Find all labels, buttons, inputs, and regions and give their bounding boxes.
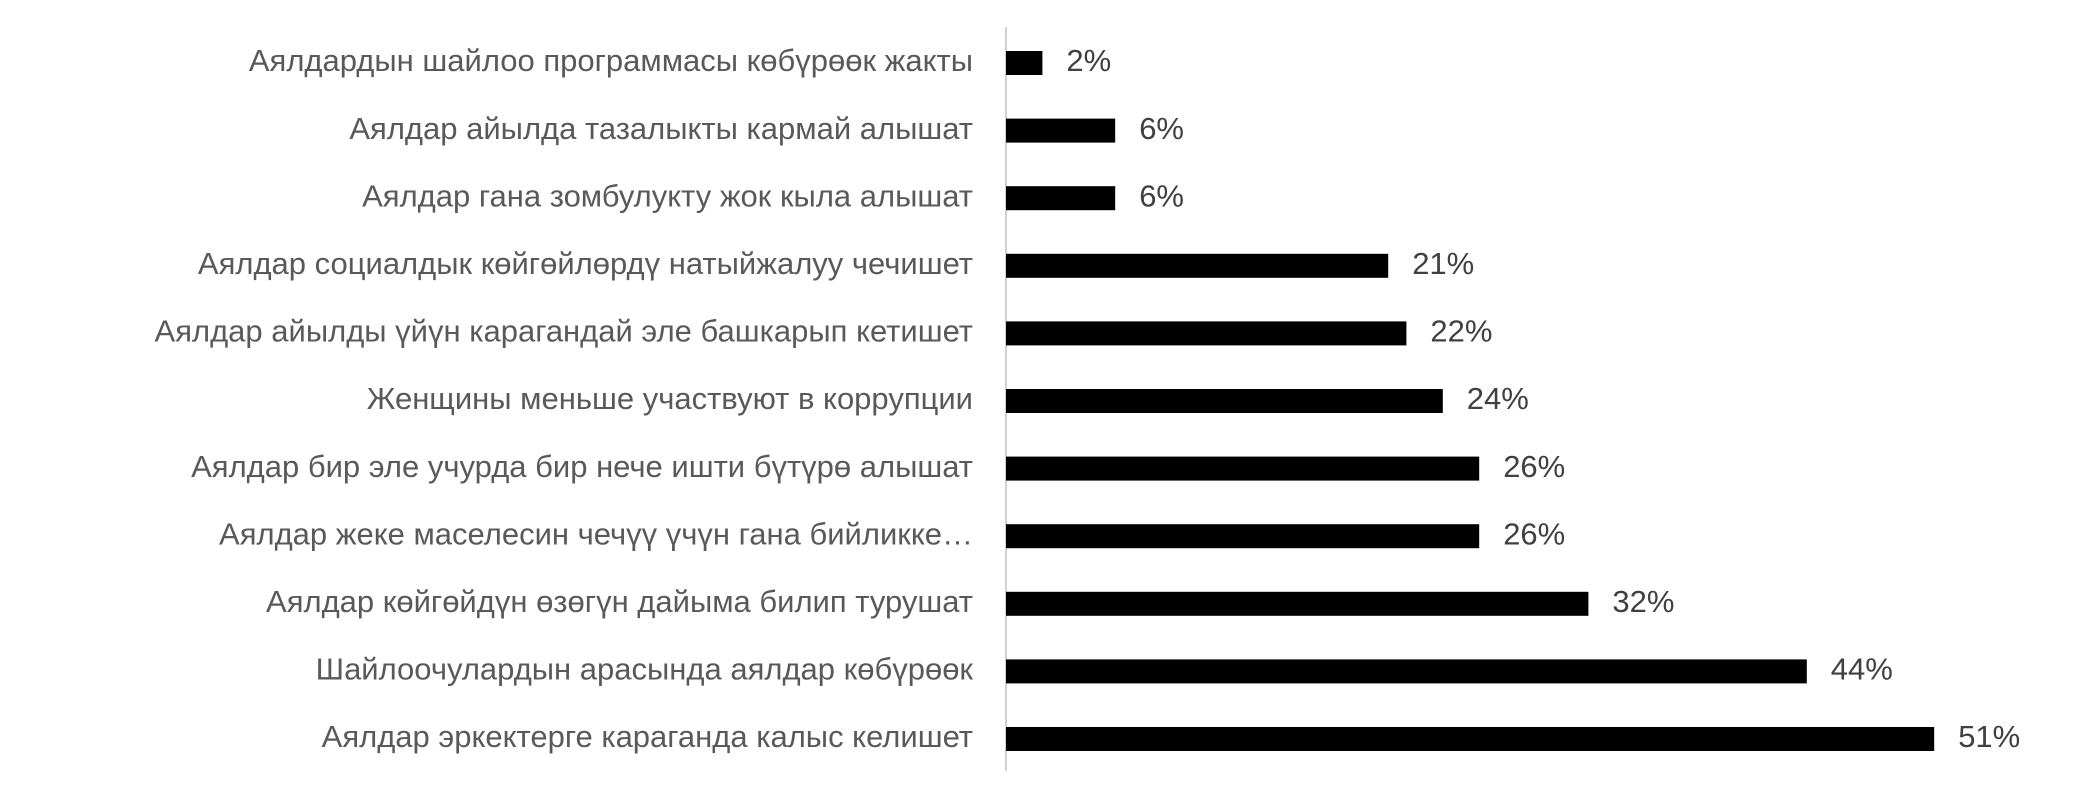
data-label: 26% bbox=[1503, 516, 1565, 551]
bar bbox=[1006, 727, 1935, 751]
data-label: 21% bbox=[1412, 246, 1474, 281]
data-label: 26% bbox=[1503, 449, 1565, 484]
bar bbox=[1006, 118, 1116, 143]
data-label: 6% bbox=[1139, 178, 1184, 213]
data-label: 24% bbox=[1467, 381, 1529, 416]
category-label: Аялдардын шайлоо программасы көбүрөөк жа… bbox=[249, 43, 973, 78]
bar bbox=[1006, 524, 1480, 549]
category-label: Аялдар гана зомбулукту жок кыла алышат bbox=[362, 178, 973, 213]
category-label: Женщины меньше участвуют в коррупции bbox=[367, 381, 973, 416]
bar bbox=[1006, 186, 1116, 211]
category-label: Аялдар бир эле учурда бир нече ишти бүтү… bbox=[191, 449, 973, 484]
bar bbox=[1006, 456, 1480, 481]
category-label: Аялдар жеке маселесин чечүү үчүн гана би… bbox=[219, 516, 973, 551]
bar bbox=[1006, 51, 1043, 75]
category-label: Аялдар көйгөйдүн өзөгүн дайыма билип тур… bbox=[266, 584, 973, 619]
data-label: 32% bbox=[1612, 584, 1674, 619]
data-label: 2% bbox=[1066, 43, 1111, 78]
category-label: Аялдар эркектерге караганда калыс келише… bbox=[322, 719, 973, 754]
bar bbox=[1006, 659, 1807, 684]
data-label: 22% bbox=[1430, 314, 1492, 349]
category-label: Аялдар айылды үйүн карагандай эле башкар… bbox=[155, 314, 973, 349]
bar bbox=[1006, 253, 1389, 278]
data-label: 6% bbox=[1139, 111, 1184, 146]
data-label: 44% bbox=[1831, 652, 1893, 687]
data-label: 51% bbox=[1958, 719, 2020, 754]
category-label: Аялдар социалдык көйгөйлөрдү натыйжалуу … bbox=[198, 246, 973, 281]
bar bbox=[1006, 389, 1443, 413]
bar bbox=[1006, 591, 1589, 616]
category-label: Шайлоочулардын арасында аялдар көбүрөөк bbox=[316, 652, 974, 687]
bar bbox=[1006, 321, 1407, 346]
category-label: Аялдар айылда тазалыкты кармай алышат bbox=[349, 111, 973, 146]
